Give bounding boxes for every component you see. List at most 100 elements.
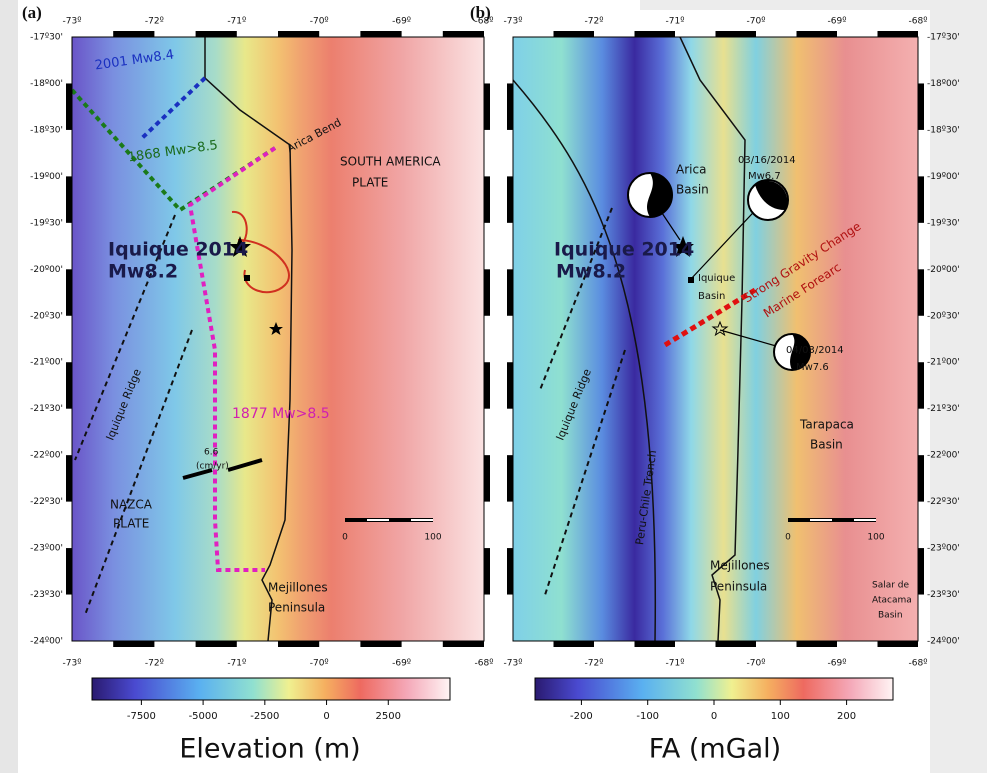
colorbar-tick-label: 0	[711, 711, 717, 722]
side-strip	[930, 0, 987, 773]
scale-label: 100	[867, 533, 884, 543]
side-strip	[0, 0, 18, 773]
frame-segment	[918, 176, 924, 222]
colorbar-tick-label: -7500	[127, 711, 156, 722]
scale-label: 100	[424, 533, 441, 543]
annotation: Basin	[810, 438, 843, 452]
frame-segment	[66, 362, 72, 408]
colorbar-title: Elevation (m)	[179, 734, 360, 765]
frame-segment	[507, 83, 513, 129]
lat-tick-label: -21º30'	[30, 404, 63, 414]
annotation: Mw8.2	[108, 261, 178, 283]
annotation: Salar de	[872, 581, 910, 591]
frame-segment	[66, 83, 72, 129]
frame-segment	[507, 362, 513, 408]
frame-segment	[484, 176, 490, 222]
frame-segment	[443, 641, 484, 647]
annotation: 04/03/2014	[786, 345, 844, 356]
scale-label: 0	[785, 533, 791, 543]
scale-label: 0	[342, 533, 348, 543]
lat-tick-label: -23º30'	[30, 590, 63, 600]
frame-segment	[878, 641, 919, 647]
frame-segment	[484, 548, 490, 594]
colorbar-tick-label: -100	[636, 711, 659, 722]
annotation: Mw7.6	[796, 362, 829, 373]
lat-tick-label: -17º30'	[30, 33, 63, 43]
lon-tick-label: -69º	[828, 17, 847, 27]
lat-tick-label: -19º00'	[927, 172, 960, 182]
lon-tick-label: -69º	[392, 659, 411, 669]
frame-segment	[484, 83, 490, 129]
frame-segment	[635, 31, 676, 37]
colorbar-title: FA (mGal)	[649, 734, 781, 765]
frame-segment	[507, 176, 513, 222]
frame-segment	[66, 269, 72, 315]
colorbar-tick-label: 200	[837, 711, 856, 722]
annotation: SOUTH AMERICA	[340, 155, 441, 169]
annotation: Tarapaca	[799, 418, 854, 432]
scale-bar	[810, 519, 832, 521]
iquique-city	[244, 275, 250, 281]
top-strip	[640, 0, 940, 10]
lon-tick-label: -72º	[145, 17, 164, 27]
lon-tick-label: -71º	[227, 659, 246, 669]
annotation: PLATE	[352, 176, 388, 190]
lat-tick-label: -17º30'	[927, 33, 960, 43]
frame-segment	[66, 455, 72, 501]
lat-tick-label: -20º30'	[927, 311, 960, 321]
lat-tick-label: -18º30'	[30, 125, 63, 135]
frame-segment	[918, 83, 924, 129]
lat-tick-label: -19º30'	[927, 218, 960, 228]
lat-tick-label: -20º30'	[30, 311, 63, 321]
annotation: 1877 Mw>8.5	[232, 406, 330, 422]
lon-tick-label: -72º	[585, 659, 604, 669]
annotation: NAZCA	[110, 498, 153, 512]
lat-tick-label: -19º30'	[30, 218, 63, 228]
annotation: Iquique	[698, 273, 735, 284]
annotation: Iquique 2014	[108, 239, 248, 261]
frame-segment	[360, 641, 401, 647]
frame-segment	[554, 641, 595, 647]
annotation: Basin	[676, 183, 709, 197]
lat-tick-label: -18º00'	[927, 79, 960, 89]
lat-tick-label: -22º00'	[927, 451, 960, 461]
lon-tick-label: -70º	[747, 659, 766, 669]
lon-tick-label: -70º	[310, 659, 329, 669]
lon-tick-label: -68º	[475, 659, 494, 669]
figure: (a) 2001 Mw8.4 1868 Mw>8.5 Arica Bend SO…	[0, 0, 987, 773]
frame-segment	[918, 455, 924, 501]
panel-label: (a)	[22, 3, 42, 22]
frame-segment	[797, 31, 838, 37]
lon-tick-label: -73º	[63, 659, 82, 669]
lat-tick-label: -23º30'	[927, 590, 960, 600]
frame-segment	[113, 641, 154, 647]
annotation: Peninsula	[710, 580, 767, 594]
iquique-city	[688, 277, 694, 283]
colorbar	[92, 678, 450, 700]
frame-segment	[797, 641, 838, 647]
beachball	[628, 173, 672, 217]
lon-tick-label: -72º	[145, 659, 164, 669]
frame-segment	[360, 31, 401, 37]
frame-segment	[878, 31, 919, 37]
frame-segment	[66, 548, 72, 594]
colorbar-tick-label: 0	[323, 711, 329, 722]
lat-tick-label: -19º00'	[30, 172, 63, 182]
lon-tick-label: -69º	[828, 659, 847, 669]
annotation: Mw6.7	[748, 171, 781, 182]
annotation: (cm/yr)	[196, 462, 229, 472]
frame-segment	[443, 31, 484, 37]
frame-segment	[554, 31, 595, 37]
annotation: PLATE	[113, 517, 149, 531]
frame-segment	[278, 31, 319, 37]
scale-bar	[854, 519, 876, 521]
colorbar-tick-label: 2500	[376, 711, 401, 722]
lon-tick-label: -70º	[310, 17, 329, 27]
lon-tick-label: -71º	[666, 659, 685, 669]
annotation: 03/16/2014	[738, 155, 796, 166]
frame-segment	[716, 641, 757, 647]
lon-tick-label: -71º	[227, 17, 246, 27]
frame-segment	[507, 455, 513, 501]
frame-segment	[484, 362, 490, 408]
lat-tick-label: -22º30'	[30, 497, 63, 507]
